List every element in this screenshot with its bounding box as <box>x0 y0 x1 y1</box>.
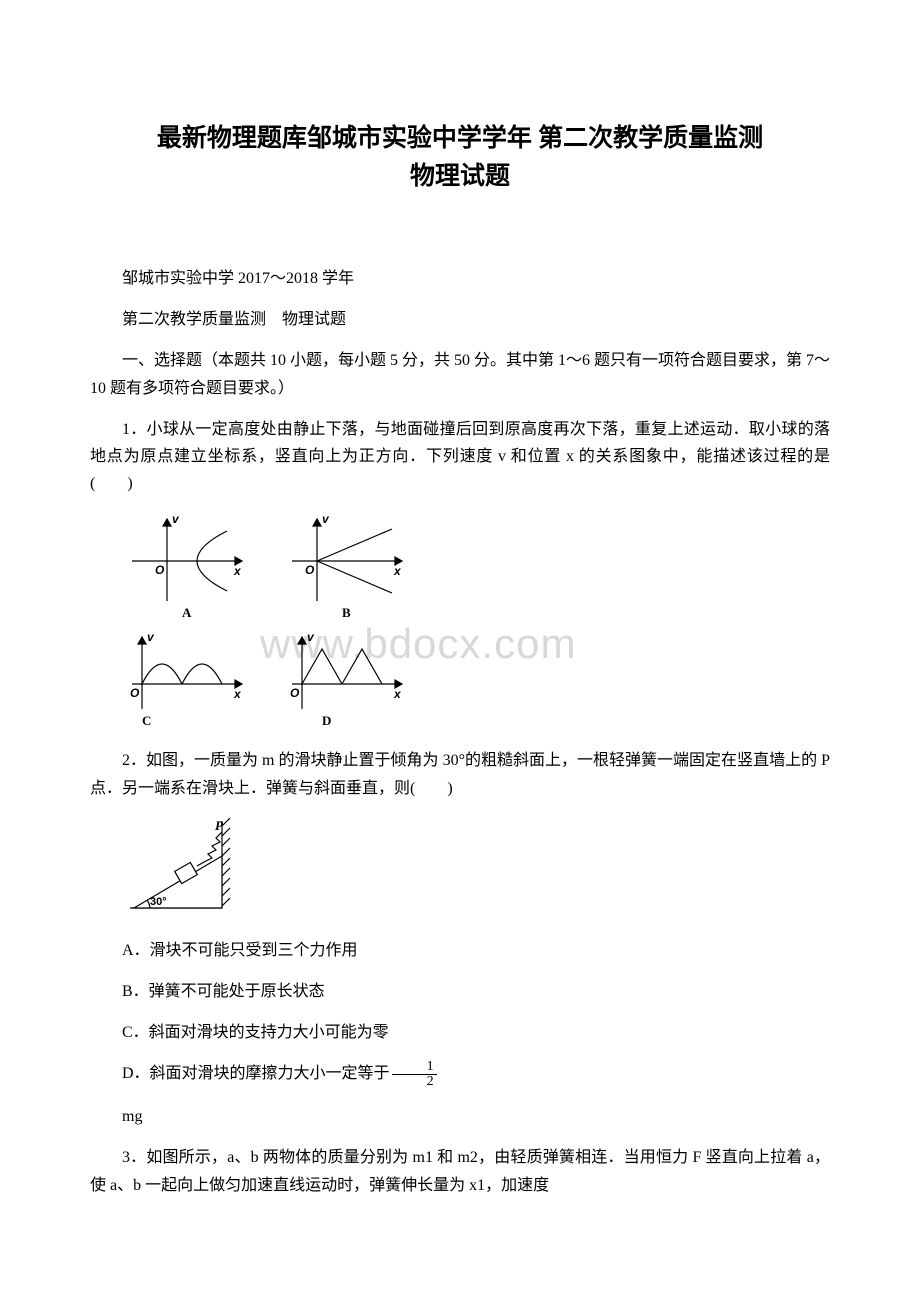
q2-diagram: P 30° <box>122 816 242 916</box>
title-line-2: 物理试题 <box>410 163 510 190</box>
fraction-denominator: 2 <box>392 1075 437 1089</box>
question-3-text: 3．如图所示，a、b 两物体的质量分别为 m1 和 m2，由轻质弹簧相连．当用恒… <box>90 1144 830 1198</box>
q1-diagram-b: v O x B <box>282 511 412 621</box>
q1-diagram-a: v O x A <box>122 511 252 621</box>
q2-option-c: C．斜面对滑块的支持力大小可能为零 <box>90 1019 830 1046</box>
title-line-1: 最新物理题库邹城市实验中学学年 第二次教学质量监测 <box>157 125 763 152</box>
point-p-label: P <box>215 818 224 833</box>
q2-option-d-suffix-line: mg <box>90 1103 830 1130</box>
q2-diagram-wrap: P 30° <box>122 816 830 921</box>
axis-origin-label: O <box>155 563 165 577</box>
axis-v-label: v <box>172 512 180 526</box>
q1-diagram-d: v O x D <box>282 629 412 729</box>
diagram-label-d: D <box>322 713 331 728</box>
axis-origin-label: O <box>130 686 140 700</box>
axis-v-label: v <box>307 630 315 644</box>
q1-diagram-c: v O x C <box>122 629 252 729</box>
q2-option-b: B．弹簧不可能处于原长状态 <box>90 978 830 1005</box>
axis-origin-label: O <box>290 686 300 700</box>
q2-option-d: D．斜面对滑块的摩擦力大小一定等于12 <box>90 1060 830 1089</box>
diagram-label-b: B <box>342 605 351 620</box>
fraction-numerator: 1 <box>392 1060 437 1075</box>
axis-v-label: v <box>322 512 330 526</box>
q2-option-d-prefix: D．斜面对滑块的摩擦力大小一定等于 <box>122 1065 390 1082</box>
diagram-label-c: C <box>142 713 151 728</box>
exam-subtitle: 第二次教学质量监测 物理试题 <box>90 306 830 333</box>
angle-label: 30° <box>150 896 167 908</box>
question-2-text: 2．如图，一质量为 m 的滑块静止置于倾角为 30°的粗糙斜面上，一根轻弹簧一端… <box>90 747 830 801</box>
axis-origin-label: O <box>305 563 315 577</box>
question-1-text: 1．小球从一定高度处由静止下落，与地面碰撞后回到原高度再次下落，重复上述运动．取… <box>90 416 830 498</box>
q2-option-a: A．滑块不可能只受到三个力作用 <box>90 937 830 964</box>
section-1-heading: 一、选择题（本题共 10 小题，每小题 5 分，共 50 分。其中第 1～6 题… <box>90 347 830 401</box>
axis-x-label: x <box>393 687 402 701</box>
school-year-line: 邹城市实验中学 2017～2018 学年 <box>90 265 830 292</box>
diagram-label-a: A <box>182 605 192 620</box>
axis-v-label: v <box>147 630 155 644</box>
document-title: 最新物理题库邹城市实验中学学年 第二次教学质量监测 物理试题 <box>90 120 830 195</box>
axis-x-label: x <box>393 564 402 578</box>
axis-x-label: x <box>233 687 242 701</box>
axis-x-label: x <box>233 564 242 578</box>
q1-diagram-row-2: v O x C v O x D <box>122 629 830 729</box>
fraction-half: 12 <box>392 1060 437 1089</box>
q1-diagram-row-1: v O x A v O x B <box>122 511 830 621</box>
